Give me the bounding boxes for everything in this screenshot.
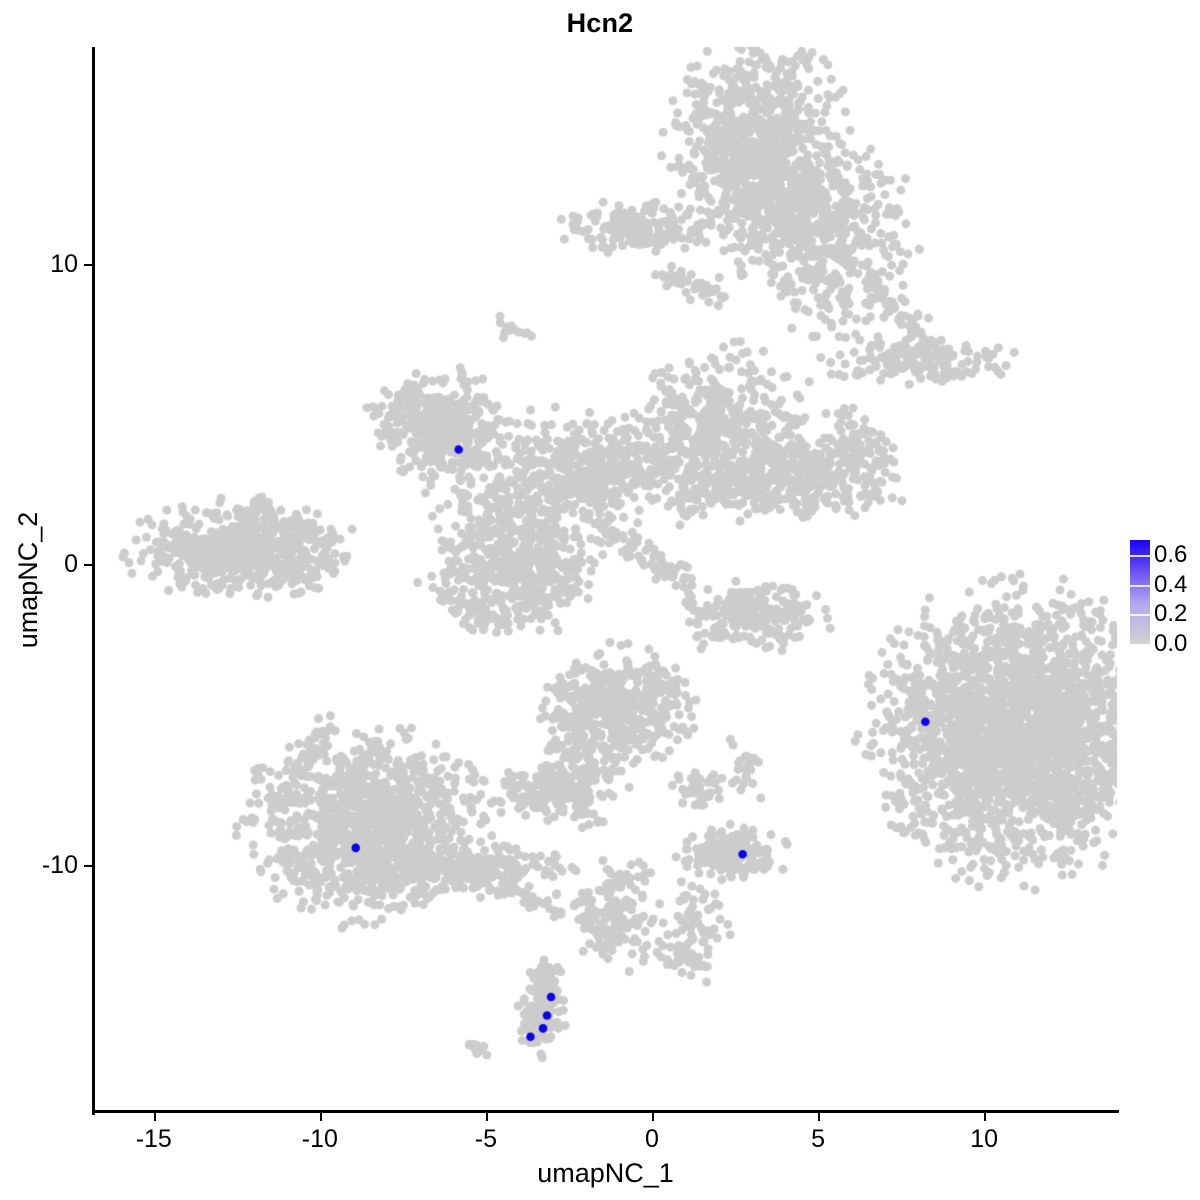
y-axis-line: [92, 47, 95, 1115]
y-axis-title: umapNC_2: [13, 511, 43, 649]
colorbar-tick: [1130, 644, 1150, 646]
colorbar-tick: [1130, 584, 1150, 587]
x-tick-mark: [319, 1113, 322, 1121]
x-axis-line: [92, 1110, 1119, 1113]
colorbar-legend: 0.6 0.4 0.2 0.0: [1128, 536, 1200, 657]
y-tick-mark: [84, 865, 92, 868]
y-tick-label: 10: [50, 249, 78, 278]
x-tick-label: -10: [301, 1125, 338, 1153]
x-tick-label: 10: [970, 1125, 999, 1153]
page-title: Hcn2: [566, 8, 634, 38]
x-tick-mark: [153, 1113, 156, 1121]
y-tick-label: 0: [64, 550, 78, 579]
y-tick-label: -10: [41, 851, 78, 880]
x-tick-mark: [485, 1113, 488, 1121]
colorbar-tick: [1130, 554, 1150, 557]
scatter-canvas: [94, 47, 1117, 1112]
plot-panel: [94, 47, 1117, 1112]
y-tick-mark: [84, 263, 92, 266]
colorbar-canvas: [1130, 540, 1150, 644]
x-tick-mark: [984, 1113, 987, 1121]
colorbar-tick-label: 0.0: [1154, 630, 1188, 657]
colorbar-tick: [1130, 614, 1150, 617]
x-tick-mark: [652, 1113, 654, 1121]
x-tick-label: -5: [474, 1125, 498, 1153]
colorbar-tick-label: 0.4: [1154, 570, 1188, 598]
y-tick-mark: [84, 564, 92, 567]
x-tick-label: -15: [135, 1125, 172, 1153]
x-axis-title: umapNC_1: [537, 1158, 674, 1188]
x-tick-label: 0: [645, 1125, 659, 1153]
x-tick-label: 5: [811, 1125, 826, 1153]
colorbar-gradient: [1130, 540, 1150, 644]
colorbar-tick-label: 0.2: [1154, 600, 1188, 628]
x-tick-mark: [818, 1113, 821, 1121]
colorbar-tick-label: 0.6: [1154, 540, 1188, 568]
